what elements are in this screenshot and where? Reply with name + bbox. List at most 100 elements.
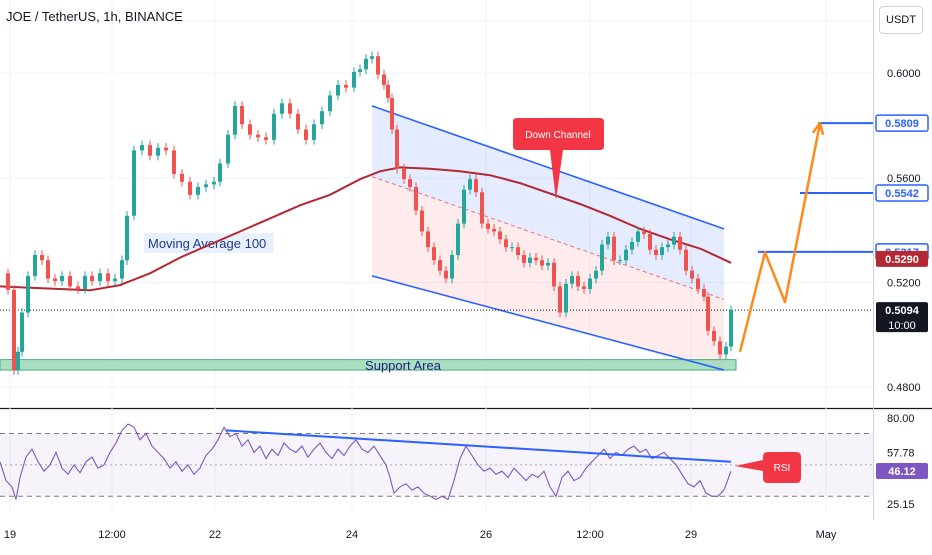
price-tag: 0.5094	[885, 305, 920, 317]
candle-body	[600, 244, 604, 271]
ma-label-box	[144, 233, 274, 253]
candle-body	[188, 181, 192, 195]
candle-body	[498, 231, 502, 240]
candle-body	[606, 236, 610, 245]
projection-arrowhead	[811, 121, 825, 136]
candle-body	[148, 145, 152, 156]
candle-body	[40, 255, 44, 261]
candle-body	[204, 184, 208, 187]
candle-body	[352, 71, 356, 88]
rsi-trendline[interactable]	[225, 429, 732, 463]
candle-body	[90, 275, 94, 282]
ma100-line[interactable]	[0, 166, 732, 292]
candle-body	[304, 129, 308, 140]
candle-body	[336, 85, 340, 96]
support-zone[interactable]	[0, 359, 737, 371]
candle-body	[218, 163, 222, 182]
price-tag: 0.5542	[885, 188, 919, 200]
candle-body	[636, 231, 640, 242]
x-tick-label: May	[816, 529, 837, 541]
price-tag: 0.5809	[885, 118, 919, 130]
candle-body	[344, 85, 348, 88]
candle-body	[60, 275, 64, 282]
projection-path[interactable]	[738, 122, 822, 353]
candle-body	[706, 296, 710, 331]
candle-body	[510, 247, 514, 249]
candle-body	[642, 231, 646, 235]
candle-body	[564, 283, 568, 313]
rsi-callout-label: RSI	[774, 463, 791, 474]
candle-body	[370, 56, 374, 59]
candle-body	[540, 260, 544, 266]
candle-body	[248, 124, 252, 135]
y-tick-label: 0.5600	[887, 173, 921, 185]
candle-body	[364, 58, 368, 70]
candle-body	[180, 173, 184, 182]
candle-body	[226, 134, 230, 164]
candle-body	[450, 255, 454, 279]
candle-body	[233, 105, 237, 135]
candle-body	[444, 270, 448, 279]
rsi-tick-label: 25.15	[887, 499, 915, 511]
candle-body	[516, 247, 520, 255]
candle-body	[6, 273, 10, 290]
candle-body	[408, 179, 412, 187]
rsi-value-tag: 46.12	[888, 466, 916, 478]
rsi-value-label: 57.78	[887, 448, 915, 460]
x-tick-label: 29	[685, 529, 697, 541]
candle-body	[702, 289, 706, 297]
candle-body	[492, 228, 496, 232]
candle-body	[106, 273, 110, 282]
candle-body	[172, 150, 176, 174]
candle-body	[288, 103, 292, 114]
candle-body	[320, 111, 324, 125]
candle-body	[296, 113, 300, 130]
candle-body	[582, 286, 586, 289]
candle-body	[468, 179, 472, 190]
candle-body	[196, 187, 200, 195]
candle-body	[390, 98, 394, 130]
channel-lower-line[interactable]	[371, 275, 725, 371]
candle-body	[552, 262, 556, 287]
candle-body	[456, 223, 460, 255]
candle-body	[420, 210, 424, 232]
candle-body	[558, 286, 562, 313]
down-channel-callout[interactable]	[513, 118, 604, 200]
candle-body	[618, 260, 622, 262]
candle-body	[504, 239, 508, 248]
candle-body	[588, 278, 592, 289]
candle-body	[16, 351, 20, 371]
x-tick-label: 12:00	[98, 529, 126, 541]
grid	[0, 0, 873, 512]
candle-body	[672, 236, 676, 245]
price-tag-box	[875, 114, 929, 132]
candle-body	[402, 168, 406, 180]
currency-button[interactable]: USDT	[879, 6, 923, 34]
candle-body	[414, 187, 418, 211]
candle-body	[132, 150, 136, 216]
candle-body	[264, 137, 268, 140]
candle-body	[240, 105, 244, 125]
candle-body	[382, 74, 386, 85]
candle-body	[576, 275, 580, 287]
candle-body	[546, 262, 550, 266]
candle-body	[26, 275, 30, 313]
down-channel-label: Down Channel	[525, 130, 591, 141]
candle-body	[522, 255, 526, 263]
candle-body	[678, 236, 682, 250]
channel-upper-line[interactable]	[371, 105, 725, 230]
candle-body	[280, 103, 284, 114]
candle-body	[534, 257, 538, 261]
rsi-callout[interactable]	[735, 452, 801, 483]
candle-body	[68, 275, 72, 287]
candle-body	[612, 236, 616, 261]
candle-body	[358, 69, 362, 72]
candle-body	[156, 147, 160, 156]
candle-body	[76, 286, 80, 289]
candle-body	[718, 341, 722, 355]
candle-body	[684, 249, 688, 271]
y-tick-label: 0.5200	[887, 277, 921, 289]
candle-body	[386, 85, 390, 99]
